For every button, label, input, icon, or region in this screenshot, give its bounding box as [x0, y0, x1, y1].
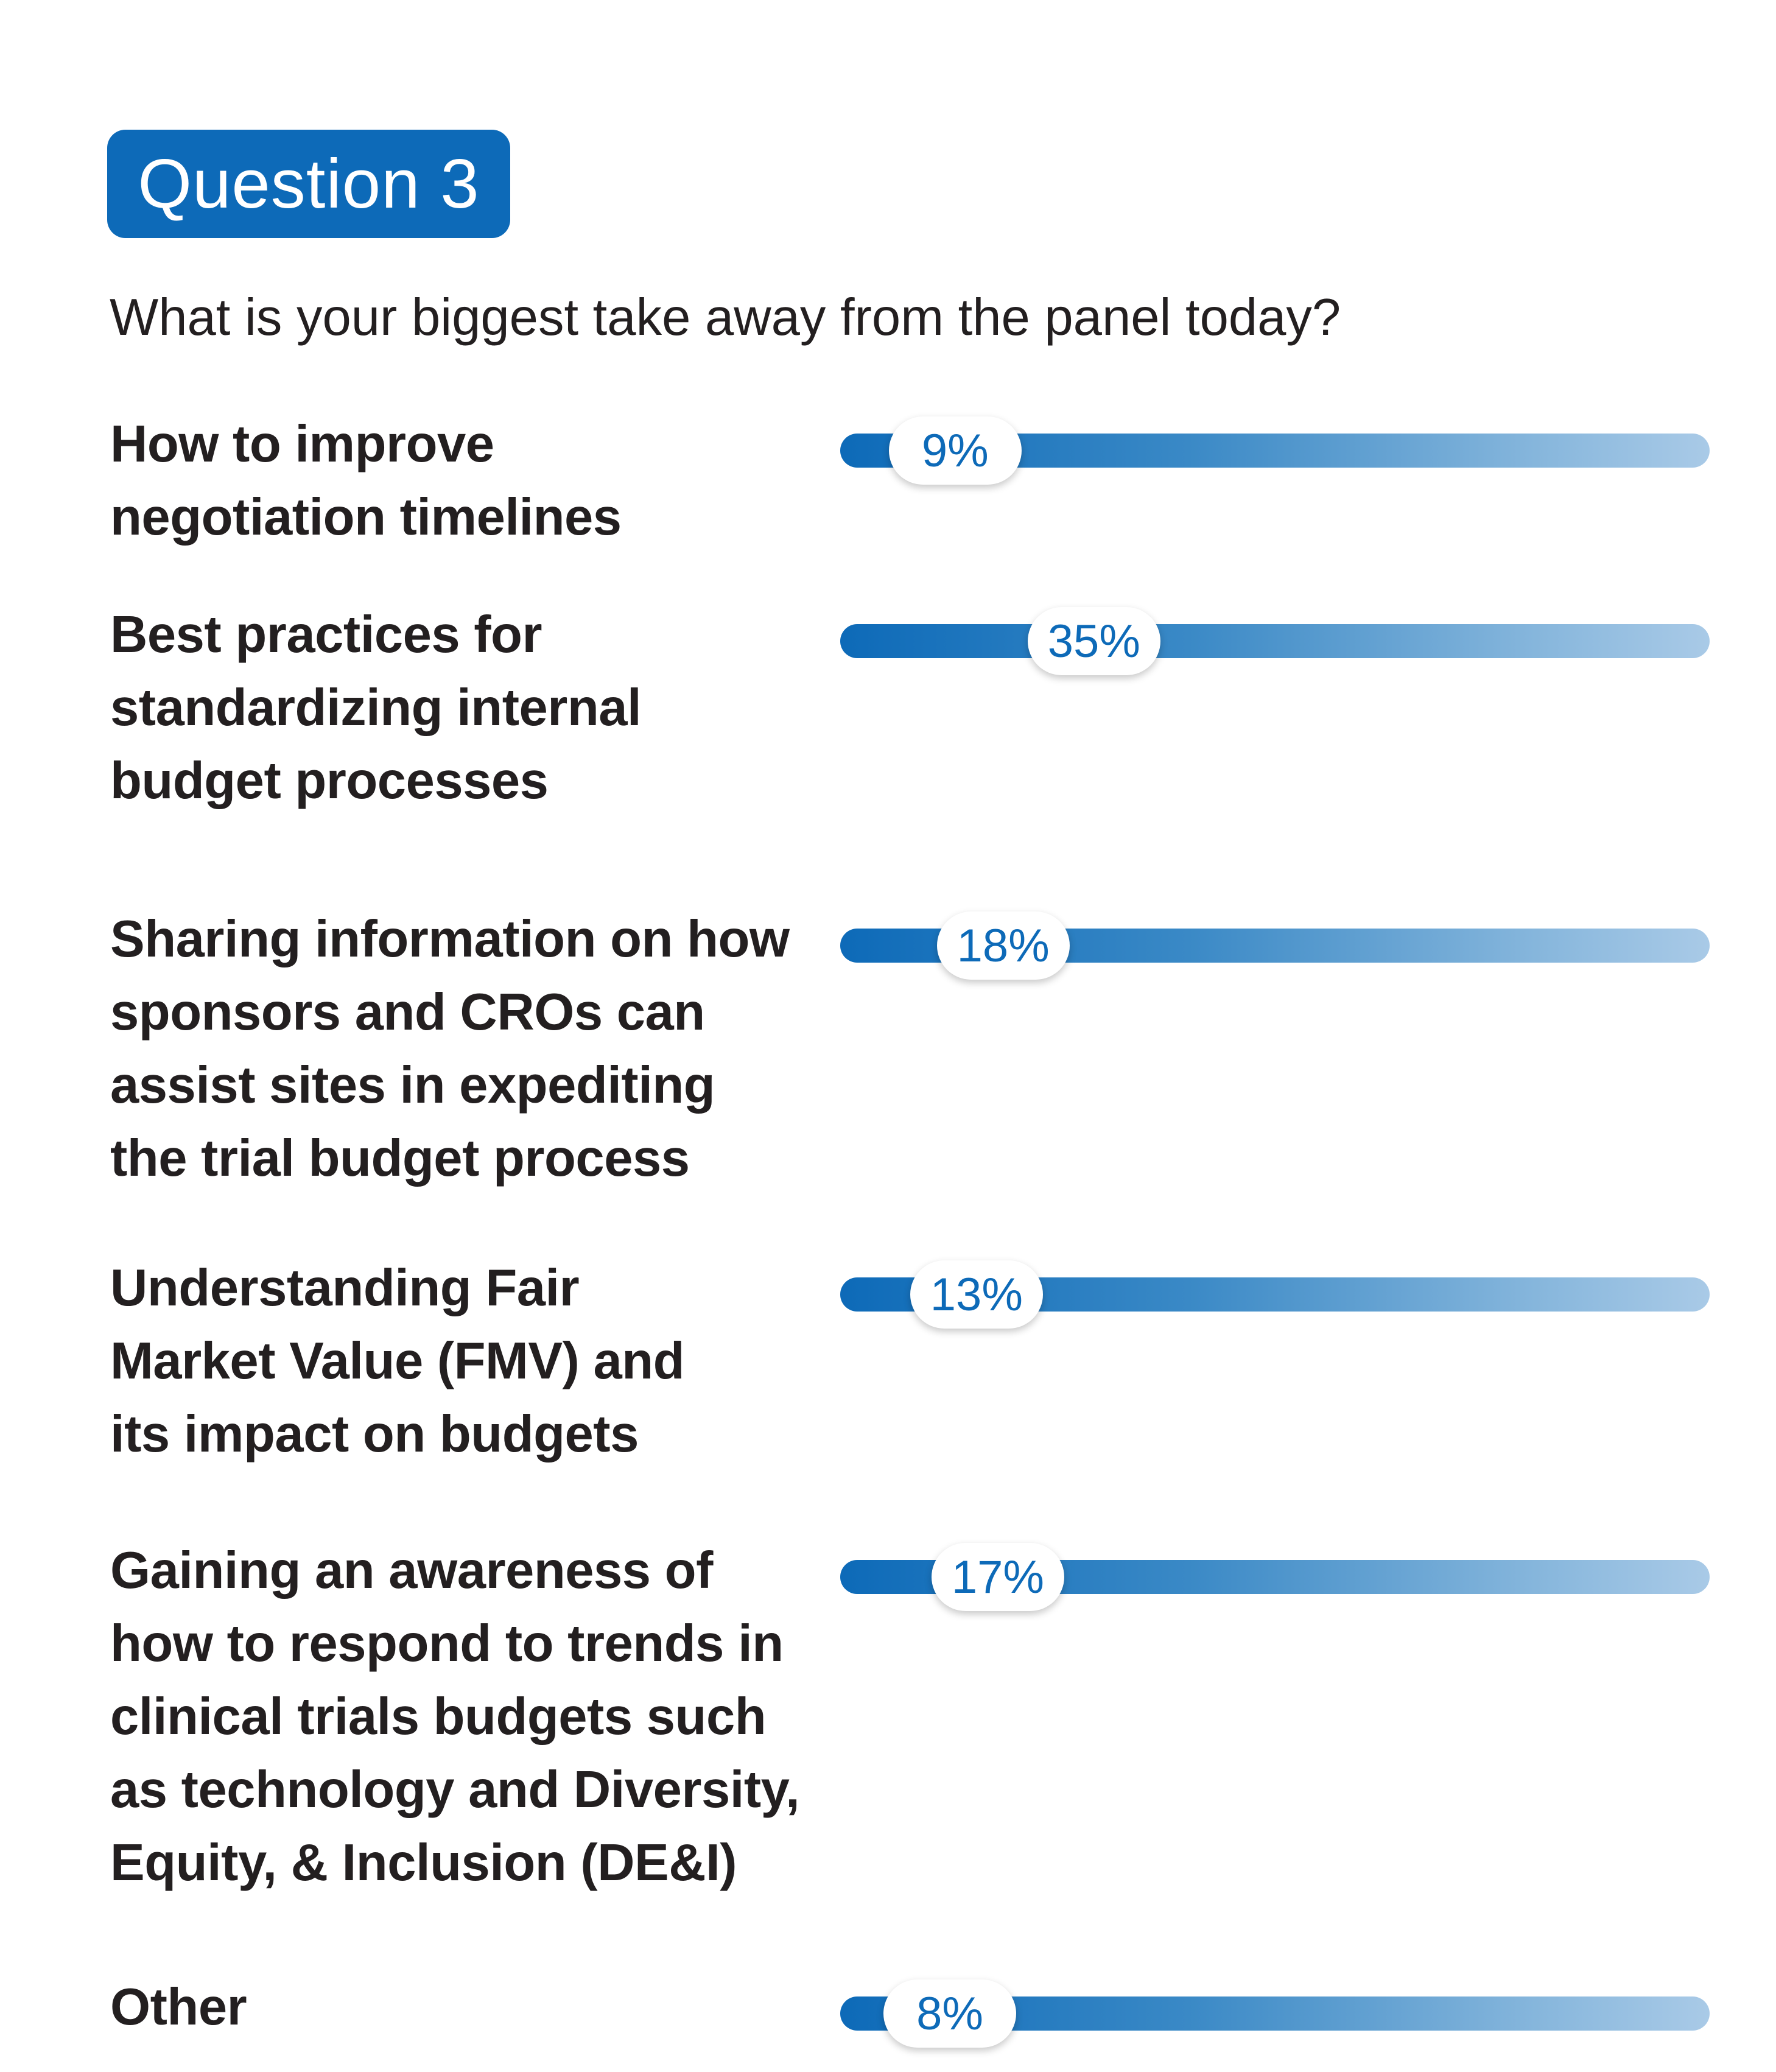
category-label: Gaining an awareness of how to respond to…	[110, 1534, 810, 1900]
category-label-line: Sharing information on how	[110, 910, 790, 968]
category-label-line: Equity, & Inclusion (DE&I)	[110, 1834, 737, 1892]
question-text: What is your biggest take away from the …	[110, 289, 1341, 346]
category-label-line: Market Value (FMV) and	[110, 1332, 685, 1390]
category-label-line: sponsors and CROs can	[110, 983, 705, 1041]
question-badge: Question 3	[107, 130, 510, 238]
category-label-line: how to respond to trends in	[110, 1615, 784, 1673]
category-label-line: Best practices for	[110, 606, 542, 664]
category-label: Best practices for standardizing internal…	[110, 599, 810, 818]
category-label-line: Other	[110, 1978, 247, 2036]
category-label-line: as technology and Diversity,	[110, 1761, 800, 1819]
category-label-line: Understanding Fair	[110, 1259, 580, 1317]
value-label: 17%	[931, 1543, 1064, 1611]
category-label-line: Gaining an awareness of	[110, 1542, 713, 1600]
value-label: 13%	[910, 1260, 1043, 1329]
category-label: Understanding Fair Market Value (FMV) and…	[110, 1252, 810, 1471]
category-label-line: negotiation timelines	[110, 488, 622, 546]
category-label-line: the trial budget process	[110, 1129, 690, 1187]
value-label: 8%	[883, 1979, 1016, 2048]
value-label: 9%	[888, 416, 1022, 485]
category-label-line: standardizing internal	[110, 679, 642, 737]
value-label: 18%	[936, 911, 1070, 980]
category-label: Other	[110, 1971, 810, 2044]
category-label: Sharing information on how sponsors and C…	[110, 903, 810, 1195]
bar-track	[840, 624, 1710, 658]
category-label-line: budget processes	[110, 752, 549, 810]
category-label: How to improve negotiation timelines	[110, 408, 810, 554]
category-label-line: its impact on budgets	[110, 1405, 639, 1463]
category-label-line: How to improve	[110, 415, 494, 473]
category-label-line: assist sites in expediting	[110, 1056, 715, 1114]
value-label: 35%	[1027, 607, 1160, 675]
category-label-line: clinical trials budgets such	[110, 1688, 767, 1746]
